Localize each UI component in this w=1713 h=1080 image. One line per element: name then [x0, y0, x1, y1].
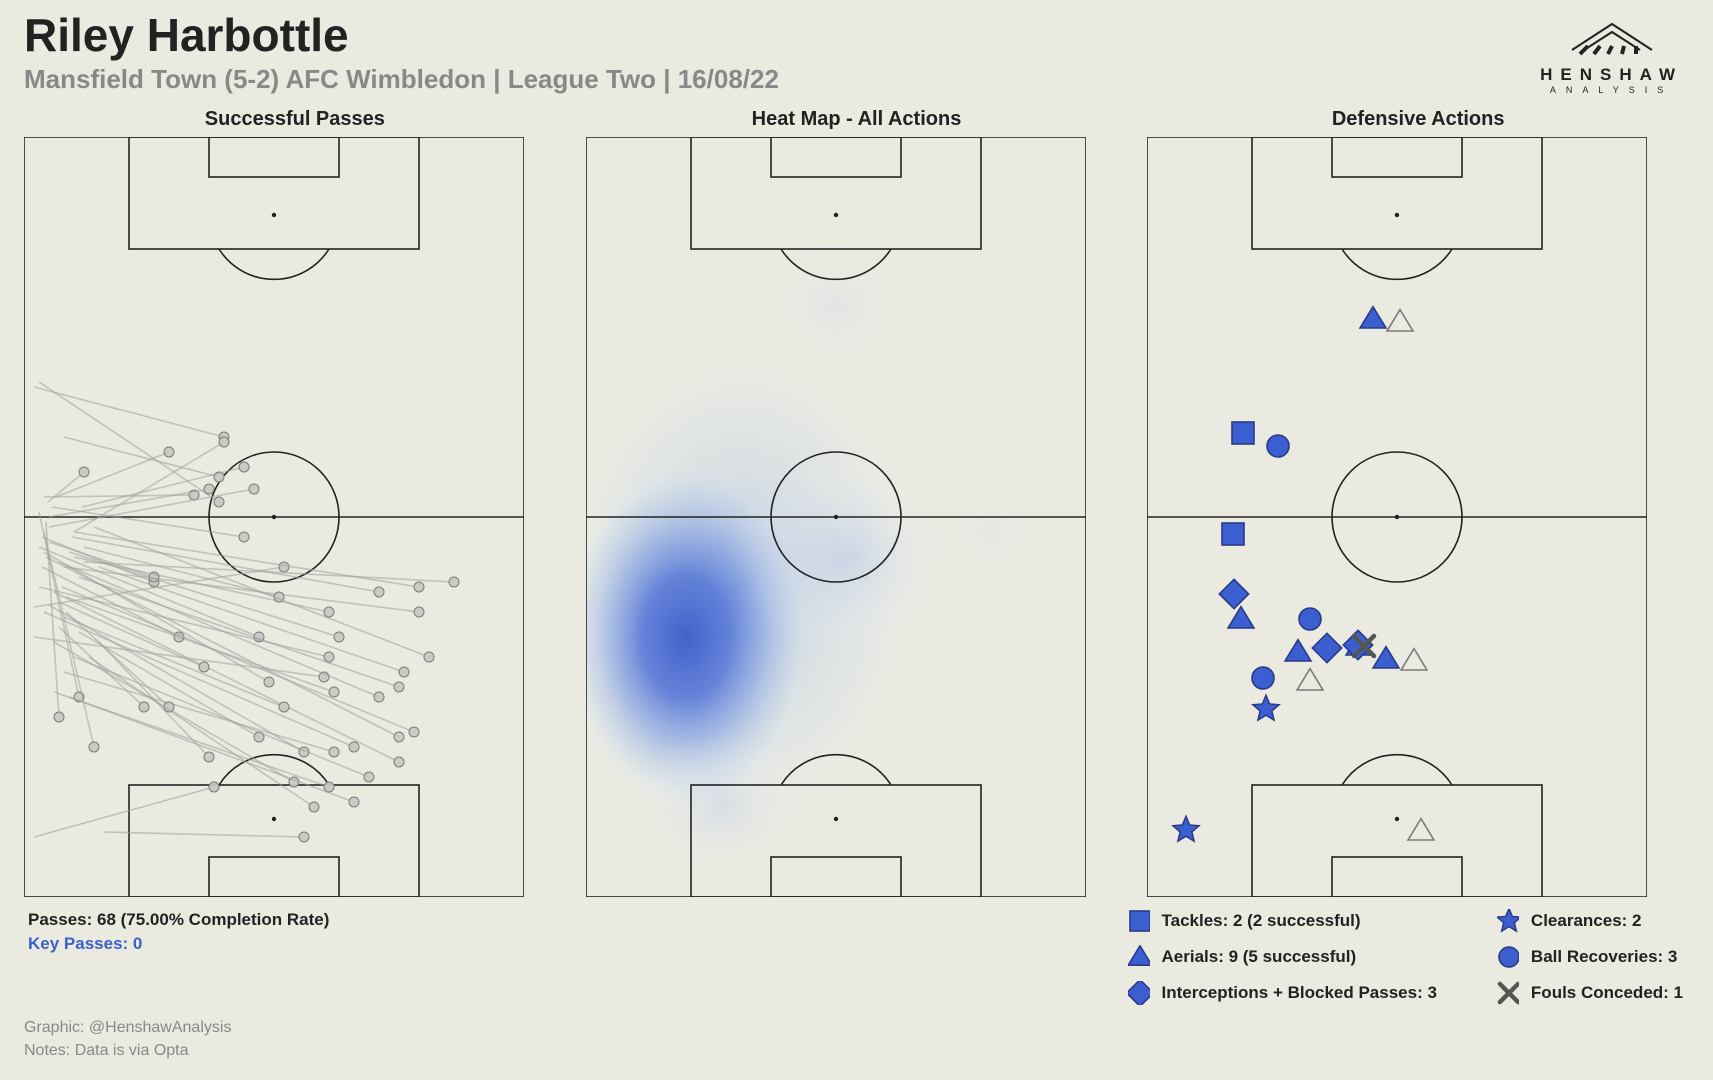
match-subtitle: Mansfield Town (5-2) AFC Wimbledon | Lea… — [24, 64, 1689, 95]
legend-item: Interceptions + Blocked Passes: 3 — [1128, 982, 1437, 1004]
pitch-defensive — [1147, 137, 1647, 897]
legend-label: Fouls Conceded: 1 — [1531, 983, 1683, 1003]
square-icon — [1128, 910, 1150, 932]
logo-icon — [1552, 18, 1672, 58]
star-icon — [1497, 910, 1519, 932]
legend-item: Aerials: 9 (5 successful) — [1128, 946, 1437, 968]
triangle-icon — [1128, 946, 1150, 968]
legend-item: Fouls Conceded: 1 — [1497, 982, 1683, 1004]
panel-passes: Successful Passes — [24, 108, 566, 897]
player-name: Riley Harbottle — [24, 8, 1689, 62]
panel-heatmap: Heat Map - All Actions — [586, 108, 1128, 897]
panel-title-heatmap: Heat Map - All Actions — [586, 108, 1128, 131]
logo-text: HENSHAW — [1540, 65, 1683, 85]
pitch-passes — [24, 137, 524, 897]
panel-title-passes: Successful Passes — [24, 108, 566, 131]
legend-label: Clearances: 2 — [1531, 911, 1642, 931]
diamond-icon — [1128, 982, 1150, 1004]
key-passes: Key Passes: 0 — [28, 934, 329, 954]
legend-item: Ball Recoveries: 3 — [1497, 946, 1683, 968]
circle-icon — [1497, 946, 1519, 968]
panel-title-defensive: Defensive Actions — [1147, 108, 1689, 131]
legend-item: Clearances: 2 — [1497, 910, 1683, 932]
footer-notes: Notes: Data is via Opta — [24, 1040, 231, 1062]
panel-defensive: Defensive Actions — [1147, 108, 1689, 897]
logo-subtext: ANALYSIS — [1540, 85, 1683, 95]
pitch-heatmap — [586, 137, 1086, 897]
brand-logo: HENSHAW ANALYSIS — [1540, 18, 1683, 95]
legend-label: Tackles: 2 (2 successful) — [1162, 911, 1361, 931]
defensive-legend: Tackles: 2 (2 successful) Clearances: 2 Ae… — [1128, 910, 1684, 1004]
legend-label: Ball Recoveries: 3 — [1531, 947, 1677, 967]
passes-caption: Passes: 68 (75.00% Completion Rate) Key … — [28, 910, 329, 954]
footer-credits: Graphic: @HenshawAnalysis Notes: Data is… — [24, 1017, 231, 1062]
legend-label: Interceptions + Blocked Passes: 3 — [1162, 983, 1437, 1003]
passes-count: Passes: 68 (75.00% Completion Rate) — [28, 910, 329, 930]
legend-label: Aerials: 9 (5 successful) — [1162, 947, 1357, 967]
cross-icon — [1497, 982, 1519, 1004]
legend-item: Tackles: 2 (2 successful) — [1128, 910, 1437, 932]
footer-graphic: Graphic: @HenshawAnalysis — [24, 1017, 231, 1039]
